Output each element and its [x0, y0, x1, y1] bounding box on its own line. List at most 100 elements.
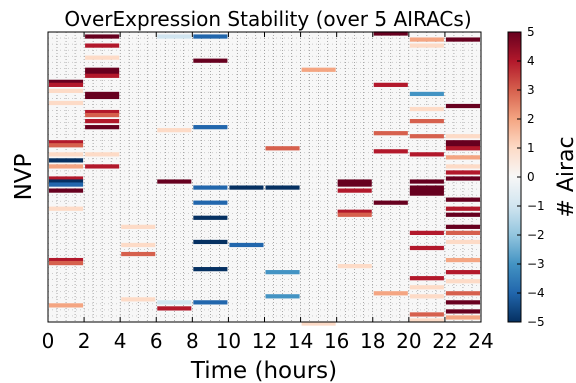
x-tick-label: 12 [252, 329, 277, 353]
heatmap-cell [49, 79, 84, 84]
x-tick-label: 18 [360, 329, 385, 353]
heatmap-cell [157, 128, 192, 133]
heatmap-cell [409, 188, 444, 193]
heatmap-cell [193, 267, 228, 272]
x-tick-label: 22 [432, 329, 457, 353]
colorbar-tick-label: −3 [527, 257, 545, 271]
heatmap-cell [49, 257, 84, 263]
heatmap-cell [49, 188, 84, 193]
heatmap-cell [193, 200, 228, 205]
heatmap-cell [157, 306, 192, 311]
heatmap-cell [409, 37, 444, 42]
heatmap-cell [265, 270, 300, 275]
heatmap-cell [193, 239, 228, 245]
heatmap-cell [445, 143, 480, 148]
colorbar-label: # Airac [554, 136, 576, 217]
heatmap-cell [157, 300, 192, 305]
heatmap-cell [409, 245, 444, 251]
heatmap-cell [445, 103, 480, 109]
heatmap-cell [49, 176, 84, 181]
heatmap-cell [85, 109, 120, 115]
heatmap-cell [445, 140, 480, 145]
heatmap-cell [445, 239, 480, 245]
heatmap-cell [193, 215, 228, 220]
colorbar-tick-label: 4 [527, 54, 535, 68]
heatmap-cell [85, 112, 120, 118]
heatmap-cell [445, 206, 480, 211]
heatmap-cell [49, 88, 84, 94]
heatmap-cell [409, 91, 444, 97]
heatmap-cell [85, 67, 120, 72]
heatmap-cell [265, 185, 300, 190]
heatmap-cell [445, 37, 480, 42]
heatmap-cell [49, 164, 84, 169]
heatmap-cell [49, 143, 84, 148]
heatmap-cell [445, 270, 480, 275]
heatmap-cell [121, 251, 156, 257]
heatmap-cell [337, 212, 372, 217]
heatmap-cell [409, 119, 444, 124]
heatmap-cell [409, 134, 444, 139]
heatmap-cell [409, 185, 444, 190]
x-tick-label: 24 [468, 329, 493, 353]
x-tick-label: 16 [324, 329, 349, 353]
heatmap-cell [409, 230, 444, 235]
heatmap-cell [409, 106, 444, 112]
heatmap-cell [49, 100, 84, 106]
heatmap-cell [409, 179, 444, 184]
heatmap-cell [409, 43, 444, 48]
y-axis-label: NVP [11, 153, 37, 200]
heatmap-cell [445, 170, 480, 175]
colorbar-tick-label: 1 [527, 141, 535, 155]
heatmap-cell [121, 297, 156, 302]
heatmap-cell [445, 155, 480, 160]
heatmap-cell [85, 73, 120, 78]
heatmap-cell [373, 291, 408, 296]
x-axis-label: Time (hours) [190, 358, 337, 383]
heatmap-cell [445, 146, 480, 151]
colorbar-tick-label: 3 [527, 83, 535, 97]
x-tick-label: 2 [78, 329, 91, 353]
heatmap-cell [445, 309, 480, 314]
heatmap-cell [49, 158, 84, 163]
heatmap-cell [49, 206, 84, 211]
heatmap-cell [85, 119, 120, 124]
heatmap-cell [337, 188, 372, 193]
heatmap-cell [445, 291, 480, 296]
heatmap-cell [337, 264, 372, 269]
heatmap-cell [445, 279, 480, 284]
x-tick-label: 4 [114, 329, 127, 353]
heatmap-cell [157, 34, 192, 39]
heatmap-cell [193, 185, 228, 190]
heatmap-cell [193, 125, 228, 130]
heatmap-cell [409, 152, 444, 157]
heatmap-cell [445, 315, 480, 320]
colorbar-tick-label: 5 [527, 25, 535, 39]
colorbar-tick-label: 0 [527, 170, 535, 184]
heatmap-cell [229, 185, 264, 190]
heatmap-cell [409, 285, 444, 290]
heatmap-cell [445, 224, 480, 229]
heatmap-cell [121, 242, 156, 248]
heatmap-cell [445, 257, 480, 263]
heatmap-cell [85, 91, 120, 97]
heatmap-cell [193, 58, 228, 63]
heatmap-cell [85, 164, 120, 169]
heatmap-cell [337, 179, 372, 184]
heatmap-cell [193, 34, 228, 39]
x-tick-label: 20 [396, 329, 421, 353]
heatmap-cell [373, 31, 408, 36]
heatmap-cell [49, 82, 84, 87]
heatmap-cell [49, 260, 84, 266]
heatmap-cell [49, 152, 84, 157]
heatmap-cell [373, 149, 408, 154]
colorbar-tick-label: −4 [527, 286, 545, 300]
x-tick-label: 0 [42, 329, 55, 353]
heatmap-cell [445, 230, 480, 235]
heatmap-cell [445, 300, 480, 305]
heatmap-cell [373, 82, 408, 87]
heatmap-cell [85, 43, 120, 48]
heatmap-cell [445, 176, 480, 181]
heatmap-cell [85, 125, 120, 130]
